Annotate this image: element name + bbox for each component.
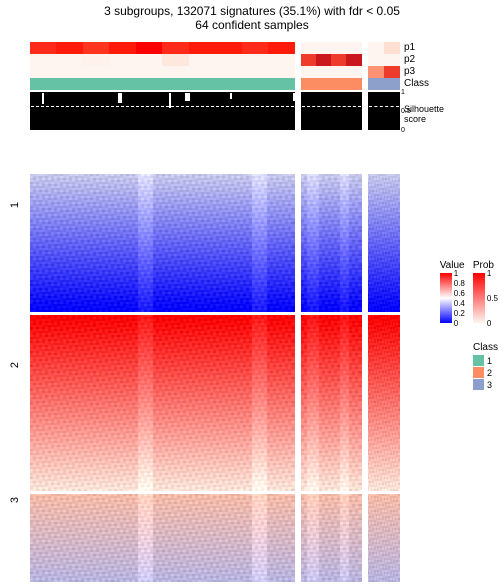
track-label-p2: p2 bbox=[404, 54, 415, 65]
track-label-p1: p1 bbox=[404, 42, 415, 53]
class-legend-item: 2 bbox=[473, 367, 498, 378]
heatmap-row-label-3: 3 bbox=[9, 497, 21, 503]
chart-area: p1p2p3Class Silhouettescore10.50123 bbox=[30, 42, 400, 500]
chart-title: 3 subgroups, 132071 signatures (35.1%) w… bbox=[0, 0, 504, 18]
legend-value: Value 10.80.60.40.20 Prob 10.50 bbox=[440, 260, 498, 345]
legend-class: Class 123 bbox=[473, 342, 498, 391]
chart-subtitle: 64 confident samples bbox=[0, 18, 504, 34]
value-ticks: 10.80.60.40.20 bbox=[454, 273, 465, 330]
annotation-tracks: p1p2p3Class bbox=[30, 42, 400, 90]
silhouette-track bbox=[30, 92, 400, 130]
silh-tick: 1 bbox=[401, 89, 405, 96]
silh-tick: 0 bbox=[401, 127, 405, 134]
track-label-class: Class bbox=[404, 78, 429, 89]
prob-ticks: 10.50 bbox=[487, 273, 498, 345]
track-label-p3: p3 bbox=[404, 66, 415, 77]
prob-gradient bbox=[473, 273, 485, 323]
value-gradient bbox=[440, 273, 452, 323]
silh-tick: 0.5 bbox=[401, 108, 411, 115]
legend-class-title: Class bbox=[473, 342, 498, 353]
heatmap bbox=[30, 174, 400, 585]
heatmap-row-label-2: 2 bbox=[9, 362, 21, 368]
class-legend-item: 1 bbox=[473, 355, 498, 366]
class-legend-item: 3 bbox=[473, 379, 498, 390]
heatmap-row-label-1: 1 bbox=[9, 202, 21, 208]
